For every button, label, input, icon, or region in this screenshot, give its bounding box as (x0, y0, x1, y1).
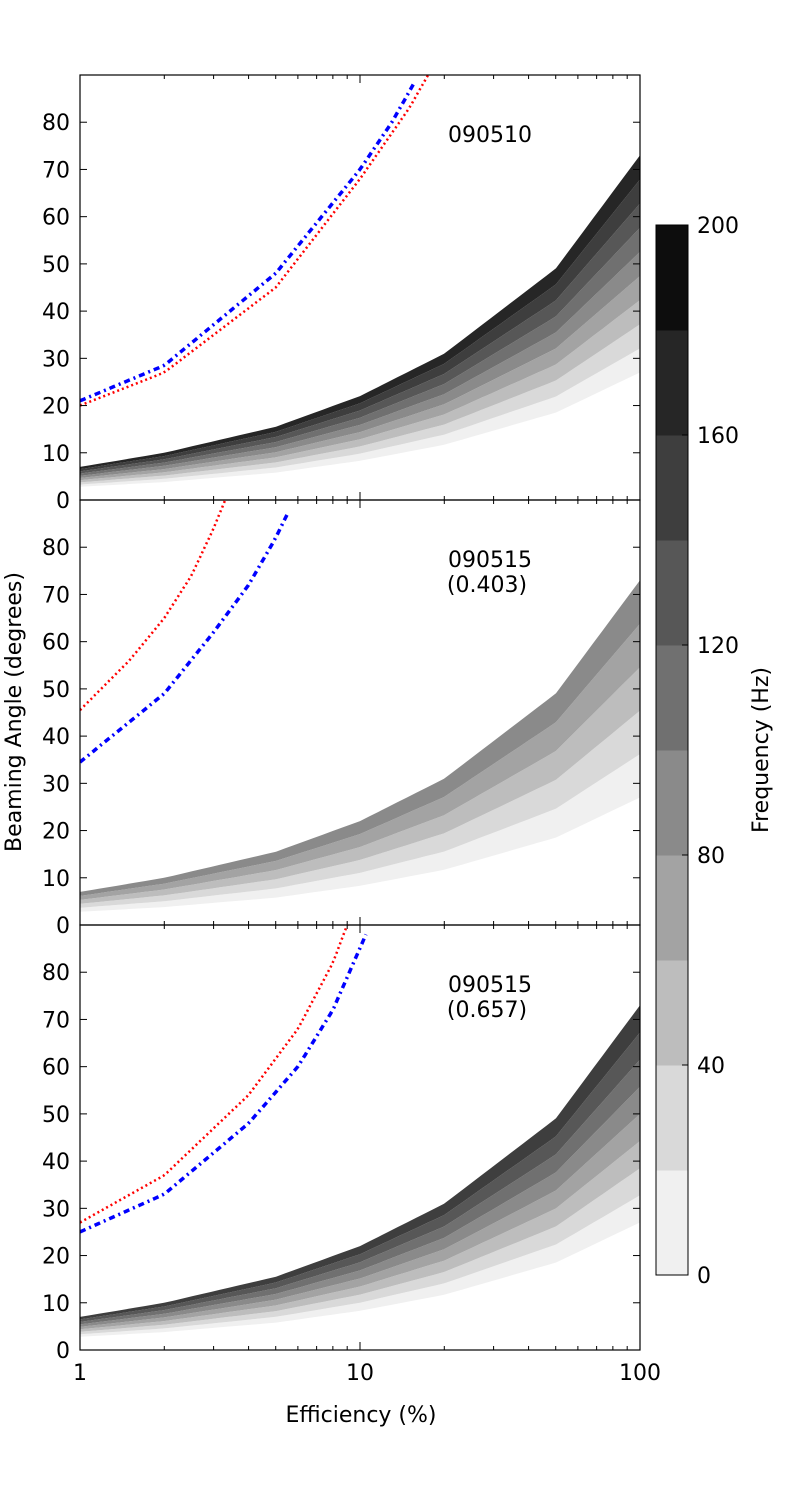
y-tick-label: 50 (42, 678, 70, 703)
panel-3: 0 10 20 30 40 50 60 70 80 090515(0.657) (42, 924, 641, 1364)
y-tick-label: 10 (42, 1292, 70, 1317)
red-dotted-curve (80, 925, 349, 1224)
y-tick-label: 40 (42, 725, 70, 750)
y-tick-label: 60 (42, 631, 70, 656)
y-tick-label: 30 (42, 347, 70, 372)
y-tick-label: 50 (42, 1103, 70, 1128)
y-tick-label: 10 (42, 442, 70, 467)
frequency-band-3 (80, 667, 640, 904)
y-axis-title: Beaming Angle (degrees) (2, 572, 27, 852)
x-tick-label: 1 (73, 1361, 87, 1386)
blue-dashdot-curve (80, 83, 415, 403)
y-tick-label: 30 (42, 1197, 70, 1222)
red-dotted-curve (80, 75, 430, 407)
y-tick-label: 20 (42, 1245, 70, 1270)
blue-dashdot-curve (80, 933, 368, 1234)
panel-2: 0 10 20 30 40 50 60 70 80 090515(0.403) (42, 499, 641, 939)
y-tick-label: 0 (56, 489, 70, 514)
y-tick-label: 0 (56, 1339, 70, 1364)
frequency-band-1 (80, 1195, 640, 1337)
colorbar-level-9 (656, 330, 688, 436)
frequency-band-3 (80, 1141, 640, 1332)
colorbar-level-7 (656, 540, 688, 646)
frequency-band-1 (80, 754, 640, 912)
y-tick-label: 40 (42, 1150, 70, 1175)
colorbar-tick-label: 200 (697, 214, 739, 239)
colorbar-level-5 (656, 750, 688, 856)
y-tick-label: 40 (42, 300, 70, 325)
colorbar-tick-label: 40 (697, 1054, 725, 1079)
y-tick-label: 20 (42, 395, 70, 420)
y-tick-label: 0 (56, 914, 70, 939)
colorbar-frame (655, 224, 689, 1276)
frequency-band-5 (80, 580, 640, 896)
y-tick-label: 80 (42, 111, 70, 136)
y-tick-label: 80 (42, 961, 70, 986)
x-axis-title: Efficiency (%) (285, 1403, 436, 1428)
colorbar: 0 40 80 120 160 200 Frequency (Hz) (655, 214, 774, 1289)
colorbar-tick-label: 0 (697, 1264, 711, 1289)
y-tick-label: 80 (42, 536, 70, 561)
y-tick-label: 50 (42, 253, 70, 278)
frequency-band-2 (80, 324, 640, 485)
frequency-band-2 (80, 710, 640, 908)
colorbar-level-4 (656, 855, 688, 961)
red-dotted-curve (80, 500, 227, 711)
panel-sublabel: (0.657) (447, 998, 527, 1023)
y-tick-label: 60 (42, 1056, 70, 1081)
colorbar-level-1 (656, 1170, 688, 1276)
y-tick-label: 70 (42, 158, 70, 183)
colorbar-level-8 (656, 435, 688, 541)
colorbar-level-2 (656, 1065, 688, 1171)
y-tick-label: 70 (42, 1008, 70, 1033)
panel-label: 090510 (448, 123, 532, 148)
frequency-band-1 (80, 348, 640, 487)
colorbar-tick-label: 120 (697, 634, 739, 659)
frequency-band-3 (80, 300, 640, 483)
y-tick-label: 20 (42, 820, 70, 845)
panel-1: 0 10 20 30 40 50 60 70 80 090510 (42, 74, 641, 514)
colorbar-tick-label: 160 (697, 424, 739, 449)
contour-bands (80, 1005, 640, 1337)
frequency-band-2 (80, 1168, 640, 1335)
x-tick-label: 10 (346, 1361, 374, 1386)
y-tick-label: 30 (42, 772, 70, 797)
colorbar-level-10 (656, 225, 688, 331)
colorbar-tick-label: 80 (697, 844, 725, 869)
blue-dashdot-curve (80, 513, 289, 764)
y-tick-label: 10 (42, 867, 70, 892)
colorbar-level-3 (656, 960, 688, 1066)
contour-bands (80, 155, 640, 487)
panel-label: 090515 (448, 548, 532, 573)
panel-sublabel: (0.403) (447, 573, 527, 598)
frequency-band-4 (80, 1113, 640, 1330)
colorbar-level-6 (656, 645, 688, 751)
x-tick-label: 100 (619, 1361, 661, 1386)
contour-bands (80, 580, 640, 912)
y-tick-label: 60 (42, 206, 70, 231)
frequency-band-4 (80, 623, 640, 900)
panel-label: 090515 (448, 973, 532, 998)
colorbar-label: Frequency (Hz) (749, 667, 774, 833)
y-tick-label: 70 (42, 583, 70, 608)
